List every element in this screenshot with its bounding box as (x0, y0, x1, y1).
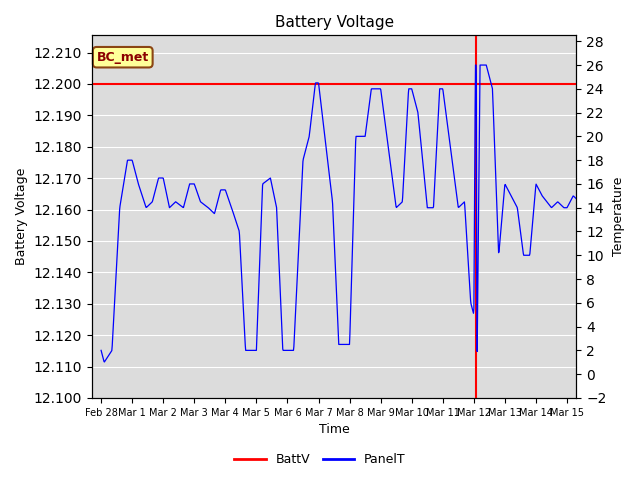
Y-axis label: Battery Voltage: Battery Voltage (15, 168, 28, 265)
X-axis label: Time: Time (319, 423, 349, 436)
Text: BC_met: BC_met (97, 51, 149, 64)
Title: Battery Voltage: Battery Voltage (275, 15, 394, 30)
Legend: BattV, PanelT: BattV, PanelT (229, 448, 411, 471)
Y-axis label: Temperature: Temperature (612, 177, 625, 256)
